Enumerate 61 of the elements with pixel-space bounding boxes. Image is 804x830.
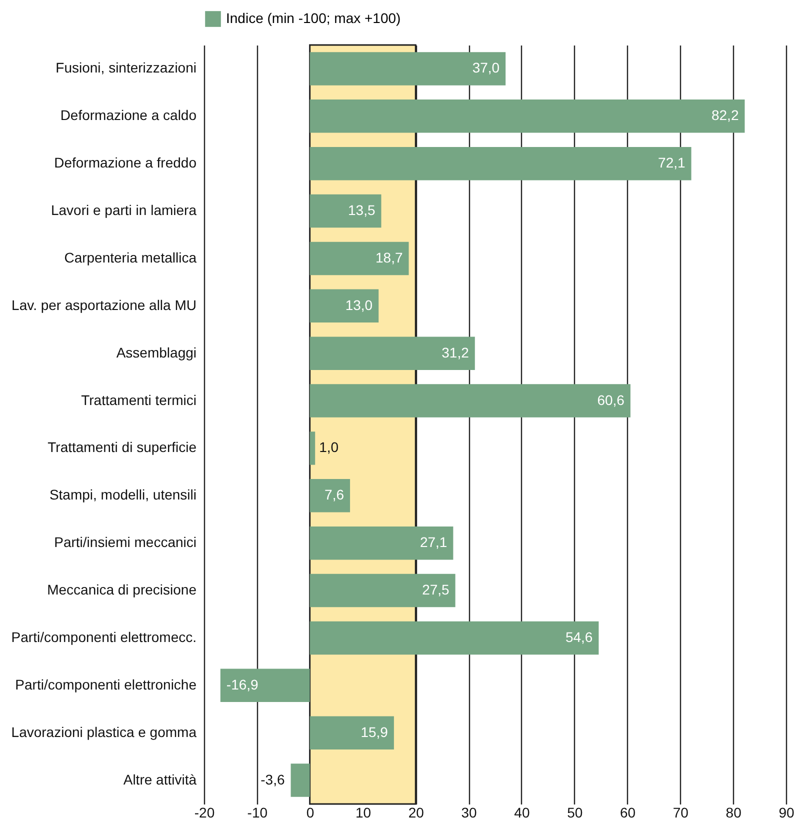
- data-label: 60,6: [597, 392, 625, 408]
- data-label: 31,2: [442, 344, 470, 360]
- bar: [310, 336, 475, 370]
- bar: [310, 432, 316, 465]
- data-label: 13,5: [348, 202, 376, 218]
- data-label: -16,9: [226, 676, 259, 692]
- y-tick-label: Parti/componenti elettroniche: [15, 676, 197, 692]
- y-tick-label: Lavori e parti in lamiera: [50, 202, 197, 218]
- y-tick-label: Assemblaggi: [116, 344, 196, 360]
- data-label: 7,6: [324, 486, 344, 503]
- bar: [310, 100, 745, 133]
- bar: [310, 621, 599, 655]
- bar: [310, 52, 506, 86]
- y-tick-label: Altre attività: [123, 771, 197, 788]
- data-label: 1,0: [319, 439, 339, 456]
- x-tick-label: 60: [620, 804, 636, 820]
- bar: [310, 289, 379, 323]
- x-tick-label: 80: [726, 804, 742, 820]
- y-tick-label: Parti/componenti elettromecc.: [11, 628, 196, 645]
- x-tick-label: -20: [194, 804, 215, 820]
- y-tick-label: Lav. per asportazione alla MU: [12, 296, 196, 313]
- bar: [220, 668, 310, 702]
- bar: [310, 526, 454, 560]
- y-tick-label: Stampi, modelli, utensili: [49, 486, 196, 503]
- data-label: 54,6: [565, 628, 593, 645]
- data-label: 27,1: [420, 534, 448, 550]
- y-tick-label: Fusioni, sinterizzazioni: [56, 60, 196, 76]
- bar: [310, 146, 692, 180]
- y-tick-label: Meccanica di precisione: [47, 582, 197, 598]
- data-label: 27,5: [422, 582, 450, 598]
- data-label: -3,6: [260, 771, 285, 788]
- x-tick-label: 70: [672, 804, 689, 820]
- x-tick-label: -10: [247, 804, 268, 820]
- y-tick-label: Parti/insiemi meccanici: [54, 534, 196, 550]
- data-label: 82,2: [711, 107, 739, 124]
- data-label: 18,7: [376, 249, 403, 266]
- x-tick-label: 20: [408, 804, 424, 820]
- x-tick-label: 0: [306, 804, 314, 820]
- data-label: 13,0: [345, 296, 373, 313]
- bar: [310, 479, 350, 512]
- bar: [310, 384, 630, 418]
- y-tick-label: Carpenteria metallica: [64, 249, 197, 266]
- data-label: 15,9: [360, 724, 388, 740]
- data-label: 72,1: [658, 154, 686, 171]
- x-tick-label: 10: [355, 804, 372, 820]
- x-tick-label: 30: [461, 804, 478, 820]
- x-tick-label: 50: [567, 804, 583, 820]
- y-tick-label: Lavorazioni plastica e gomma: [11, 724, 197, 740]
- bar: [290, 764, 310, 797]
- y-tick-label: Trattamenti di superficie: [48, 439, 197, 456]
- x-tick-label: 40: [514, 804, 530, 820]
- bar: [310, 574, 456, 608]
- x-tick-label: 90: [778, 804, 794, 820]
- bar: [310, 242, 409, 276]
- y-tick-label: Deformazione a caldo: [60, 107, 197, 124]
- data-label: 37,0: [472, 60, 500, 76]
- legend-label: Indice (min -100; max +100): [226, 10, 401, 26]
- bar: [310, 194, 382, 228]
- bar: [310, 716, 394, 750]
- y-tick-label: Deformazione a freddo: [54, 154, 197, 171]
- y-tick-label: Trattamenti termici: [81, 392, 196, 408]
